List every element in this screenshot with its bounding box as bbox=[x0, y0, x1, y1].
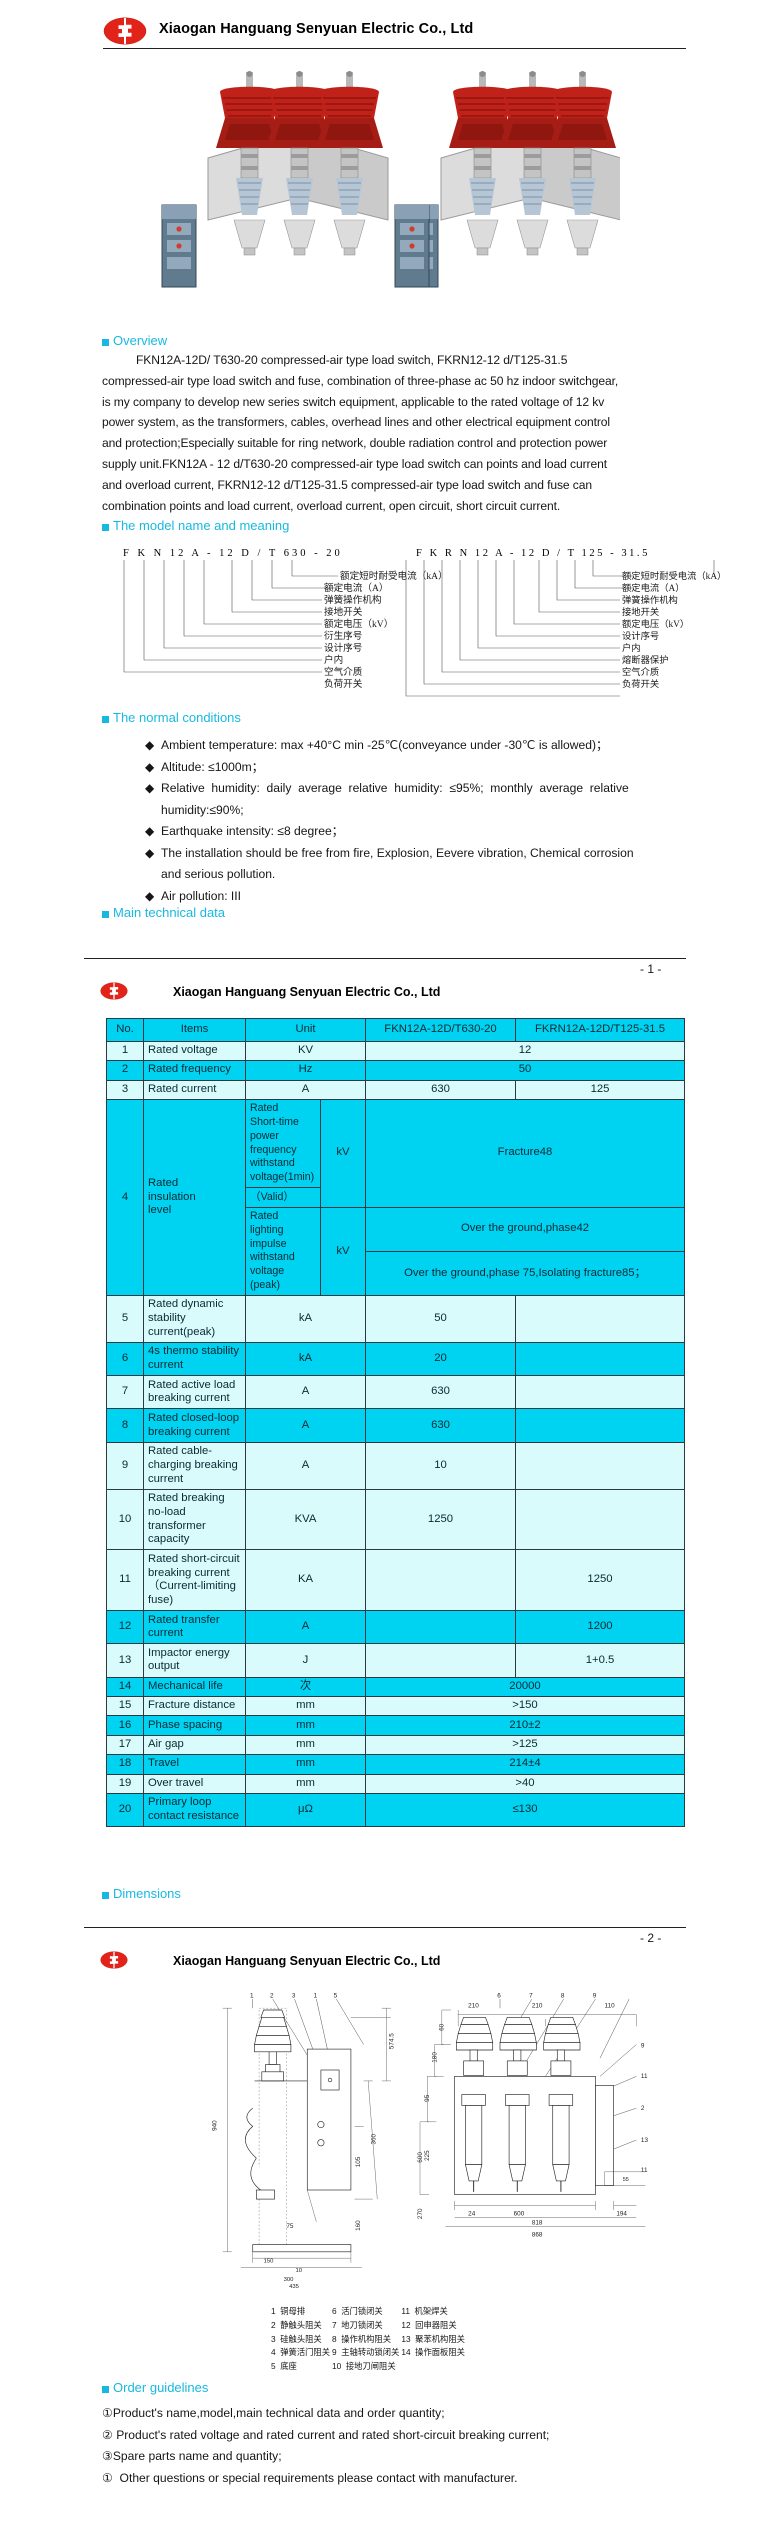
svg-text:F K N 12 A - 12 D / T 630 - 20: F K N 12 A - 12 D / T 630 - 20 bbox=[123, 548, 343, 559]
svg-text:600: 600 bbox=[514, 2210, 525, 2217]
svg-text:衍生序号: 衍生序号 bbox=[324, 630, 362, 642]
svg-text:360: 360 bbox=[370, 2133, 377, 2144]
svg-text:940: 940 bbox=[211, 2120, 218, 2131]
svg-text:270: 270 bbox=[417, 2208, 424, 2219]
svg-text:9: 9 bbox=[593, 1992, 597, 1999]
svg-text:55: 55 bbox=[623, 2177, 629, 2183]
svg-text:5: 5 bbox=[334, 1992, 338, 1999]
svg-text:额定短时耐受电流（kA）: 额定短时耐受电流（kA） bbox=[622, 570, 726, 582]
svg-text:180: 180 bbox=[431, 2052, 438, 2063]
svg-text:设计序号: 设计序号 bbox=[324, 642, 362, 654]
svg-text:160: 160 bbox=[355, 2220, 362, 2231]
svg-text:7: 7 bbox=[529, 1992, 533, 1999]
svg-text:额定短时耐受电流（kA）: 额定短时耐受电流（kA） bbox=[340, 570, 448, 582]
svg-text:60: 60 bbox=[439, 2023, 446, 2031]
svg-text:空气介质: 空气介质 bbox=[324, 666, 363, 678]
svg-text:额定电流（A）: 额定电流（A） bbox=[324, 582, 389, 594]
svg-text:负荷开关: 负荷开关 bbox=[622, 678, 659, 690]
svg-text:额定电压（kV）: 额定电压（kV） bbox=[324, 618, 393, 630]
svg-text:210: 210 bbox=[532, 2002, 543, 2009]
svg-text:210: 210 bbox=[468, 2002, 479, 2009]
svg-text:额定电压（kV）: 额定电压（kV） bbox=[622, 618, 689, 630]
svg-text:6: 6 bbox=[497, 1992, 501, 1999]
svg-text:11: 11 bbox=[641, 2073, 648, 2080]
svg-text:435: 435 bbox=[289, 2284, 300, 2290]
svg-text:8: 8 bbox=[561, 1992, 565, 1999]
svg-text:F K R N 12 A - 12 D / T 125 -: F K R N 12 A - 12 D / T 125 - 31.5 bbox=[416, 548, 650, 559]
svg-text:设计序号: 设计序号 bbox=[622, 630, 659, 642]
svg-text:24: 24 bbox=[468, 2210, 476, 2217]
svg-text:150: 150 bbox=[264, 2259, 275, 2265]
svg-text:弹簧操作机构: 弹簧操作机构 bbox=[622, 594, 678, 606]
svg-text:熔断器保护: 熔断器保护 bbox=[622, 654, 669, 666]
svg-text:接地开关: 接地开关 bbox=[324, 606, 363, 618]
svg-text:818: 818 bbox=[532, 2220, 543, 2227]
svg-text:2: 2 bbox=[641, 2105, 645, 2112]
svg-text:105: 105 bbox=[355, 2156, 362, 2167]
svg-text:95: 95 bbox=[424, 2094, 431, 2102]
svg-text:75: 75 bbox=[286, 2223, 294, 2230]
svg-text:600: 600 bbox=[417, 2152, 424, 2163]
svg-text:2: 2 bbox=[270, 1992, 274, 1999]
svg-text:1: 1 bbox=[314, 1992, 318, 1999]
svg-text:10: 10 bbox=[295, 2268, 302, 2274]
svg-text:户内: 户内 bbox=[324, 654, 343, 666]
svg-text:13: 13 bbox=[641, 2137, 649, 2144]
svg-text:3: 3 bbox=[292, 1992, 296, 1999]
svg-text:194: 194 bbox=[616, 2210, 627, 2217]
svg-text:110: 110 bbox=[605, 2002, 616, 2009]
svg-text:300: 300 bbox=[284, 2277, 295, 2283]
svg-text:9: 9 bbox=[641, 2042, 645, 2049]
svg-text:空气介质: 空气介质 bbox=[622, 666, 659, 678]
svg-text:户内: 户内 bbox=[622, 642, 641, 654]
svg-text:接地开关: 接地开关 bbox=[622, 606, 659, 618]
svg-text:868: 868 bbox=[532, 2231, 543, 2238]
svg-text:弹簧操作机构: 弹簧操作机构 bbox=[324, 594, 382, 606]
svg-text:负荷开关: 负荷开关 bbox=[324, 678, 363, 690]
svg-text:225: 225 bbox=[424, 2150, 431, 2161]
svg-text:574.5: 574.5 bbox=[389, 2033, 396, 2049]
svg-text:11: 11 bbox=[641, 2167, 648, 2174]
svg-text:额定电流（A）: 额定电流（A） bbox=[622, 582, 685, 594]
svg-text:1: 1 bbox=[250, 1992, 254, 1999]
